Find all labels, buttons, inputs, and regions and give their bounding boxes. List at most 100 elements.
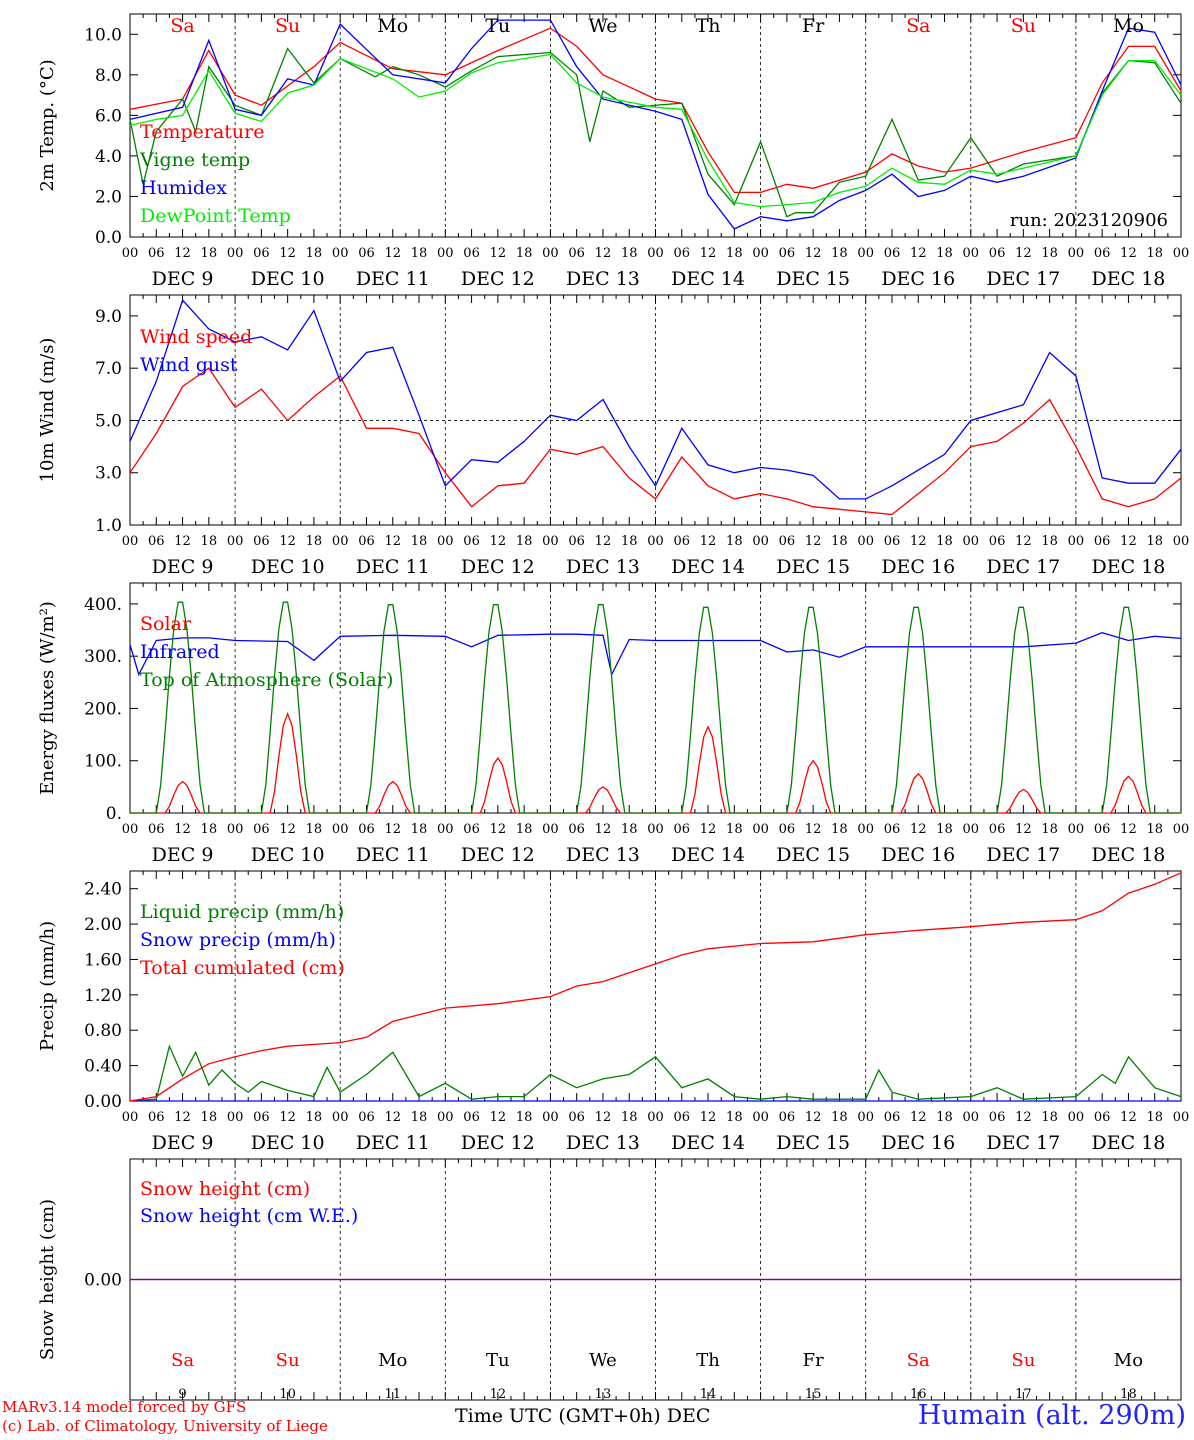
x-hour-label: 00 [647,822,664,837]
x-hour-label: 18 [411,822,428,837]
x-date-label: DEC 17 [986,1132,1060,1154]
x-hour-label: 06 [148,1110,165,1125]
y-tick-label: 4.0 [95,147,122,167]
x-hour-label: 06 [1094,534,1111,549]
x-hour-label: 12 [174,1110,191,1125]
x-hour-label: 06 [1094,246,1111,261]
x-hour-label: 12 [595,822,612,837]
x-hour-label: 06 [884,822,901,837]
x-hour-label: 00 [647,534,664,549]
x-hour-label: 12 [279,1110,296,1125]
x-hour-label: 18 [516,1110,533,1125]
x-date-label: DEC 16 [881,268,955,290]
y-tick-label: 0.0 [95,228,122,248]
x-date-label: DEC 18 [1092,556,1166,578]
day-number-label: 11 [384,1387,401,1402]
x-hour-label: 18 [936,534,953,549]
x-date-label: DEC 12 [461,268,535,290]
x-hour-label: 00 [227,1110,244,1125]
x-hour-label: 12 [1015,1110,1032,1125]
x-hour-label: 18 [1041,534,1058,549]
y-tick-label: 6.0 [95,106,122,126]
series-line-temperature [129,27,1182,194]
legend-snow-precip-mm-h: Snow precip (mm/h) [140,929,336,951]
day-number-label: 18 [1120,1387,1137,1402]
x-hour-label: 00 [227,822,244,837]
day-of-week-label: Th [696,1350,720,1371]
x-hour-label: 18 [831,534,848,549]
x-hour-label: 12 [805,822,822,837]
legend-infrared: Infrared [140,641,220,663]
x-hour-label: 18 [726,822,743,837]
x-hour-label: 00 [963,822,980,837]
x-hour-label: 00 [752,534,769,549]
x-hour-label: 06 [148,246,165,261]
legend-wind-speed: Wind speed [140,326,252,348]
series-line-total-cumulated-cm [129,872,1182,1102]
legend-snow-height-cm-w-e: Snow height (cm W.E.) [140,1205,358,1227]
y-tick-label: 2.40 [84,880,122,900]
x-hour-label: 18 [621,246,638,261]
x-hour-label: 12 [279,246,296,261]
x-hour-label: 12 [1120,246,1137,261]
y-tick-label: 7.0 [95,359,122,379]
x-hour-label: 00 [542,534,559,549]
x-hour-label: 06 [568,246,585,261]
x-hour-label: 00 [437,822,454,837]
x-hour-label: 18 [1041,246,1058,261]
x-hour-label: 06 [884,534,901,549]
x-hour-label: 00 [1173,246,1190,261]
x-date-label: DEC 14 [671,268,745,290]
x-hour-label: 12 [490,534,507,549]
x-hour-label: 18 [1146,822,1163,837]
y-tick-label: 0.80 [84,1021,122,1041]
x-hour-label: 18 [516,534,533,549]
x-hour-label: 12 [384,1110,401,1125]
series-line-dewpoint-temp [129,53,1182,208]
day-of-week-label: We [588,15,617,37]
x-hour-label: 12 [910,534,927,549]
x-hour-label: 18 [306,822,323,837]
x-hour-label: 00 [1173,534,1190,549]
x-hour-label: 06 [568,1110,585,1125]
y-tick-label: 9.0 [95,307,122,327]
x-hour-label: 06 [1094,822,1111,837]
x-hour-label: 00 [752,246,769,261]
x-hour-label: 12 [805,534,822,549]
x-date-label: DEC 18 [1092,1132,1166,1154]
x-date-label: DEC 15 [776,268,850,290]
x-hour-label: 06 [674,534,691,549]
x-hour-label: 18 [831,822,848,837]
x-axis-title: Time UTC (GMT+0h) DEC [455,1405,711,1427]
station-name: Humain (alt. 290m) [917,1400,1186,1431]
x-hour-label: 12 [595,246,612,261]
y-tick-label: 0.40 [84,1057,122,1077]
x-date-label: DEC 12 [461,556,535,578]
x-hour-label: 12 [700,246,717,261]
x-hour-label: 00 [1173,822,1190,837]
x-hour-label: 18 [411,246,428,261]
x-hour-label: 12 [700,1110,717,1125]
x-hour-label: 18 [621,822,638,837]
x-date-label: DEC 11 [356,268,430,290]
x-hour-label: 12 [700,534,717,549]
x-date-label: DEC 9 [152,1132,214,1154]
x-hour-label: 18 [936,1110,953,1125]
x-hour-label: 00 [963,534,980,549]
model-credits: MARv3.14 model forced by GFS (c) Lab. of… [2,1398,328,1436]
x-hour-label: 06 [1094,1110,1111,1125]
day-of-week-label: Mo [378,1350,407,1371]
x-hour-label: 06 [568,822,585,837]
x-hour-label: 18 [306,534,323,549]
x-hour-label: 12 [910,246,927,261]
x-hour-label: 00 [1068,534,1085,549]
x-hour-label: 00 [227,534,244,549]
day-of-week-label: Sa [907,1350,930,1371]
x-hour-label: 18 [201,246,218,261]
x-hour-label: 18 [1146,1110,1163,1125]
series-line-top-of-atmosphere-solar [130,601,1181,814]
x-hour-label: 00 [857,534,874,549]
x-hour-label: 00 [752,1110,769,1125]
x-hour-label: 06 [463,1110,480,1125]
legend-solar: Solar [140,613,192,635]
